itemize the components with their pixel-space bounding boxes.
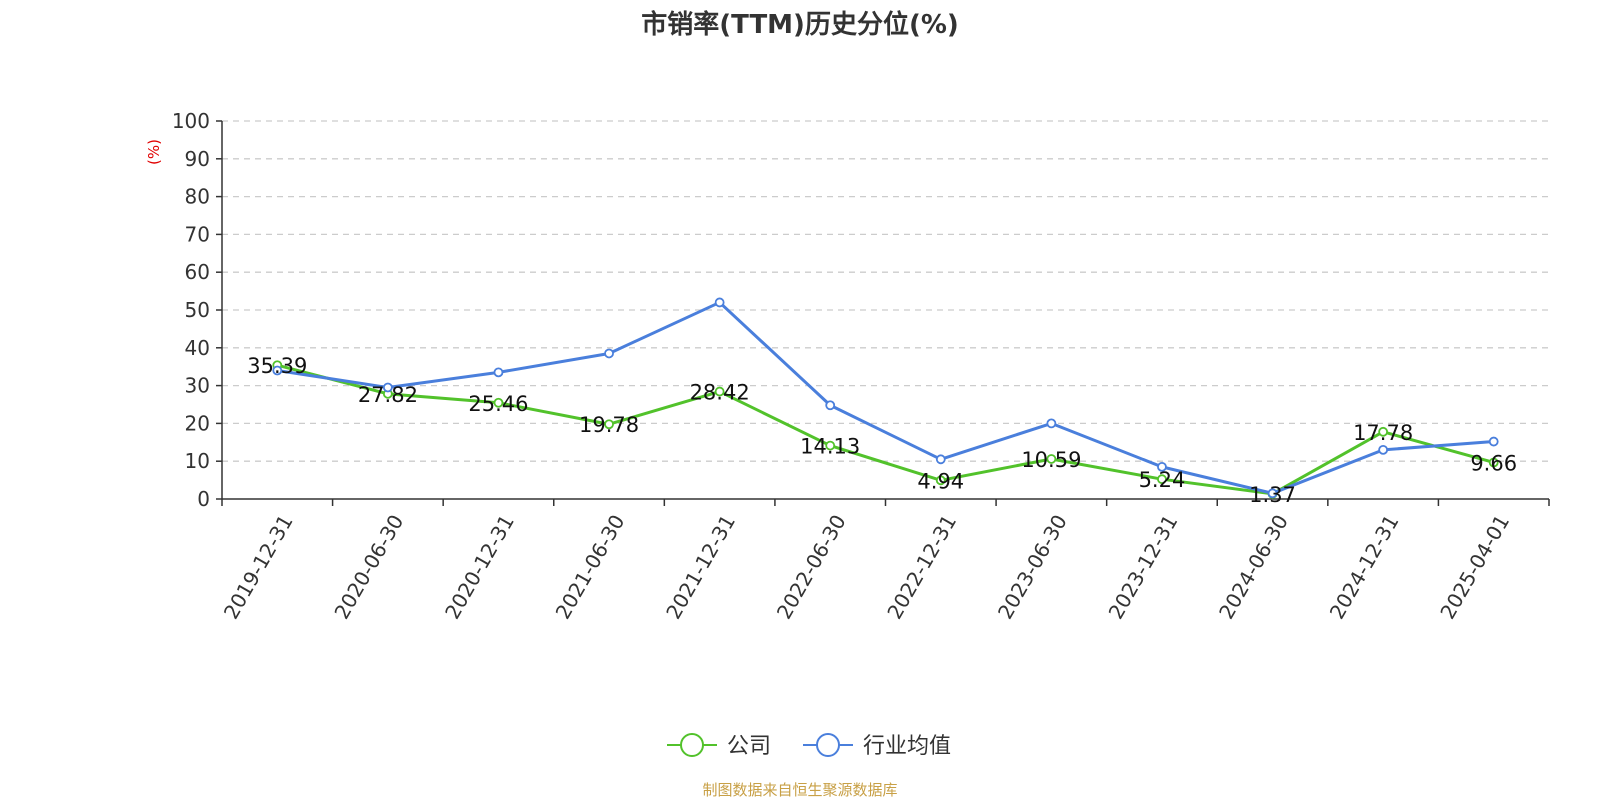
data-labels: 35.39 27.82 25.46 19.78 28.42 14.13 4.94 10.59 5… [247,354,1517,507]
data-label: 1.37 [1249,483,1296,507]
x-tick-label: 2019-12-31 [219,511,298,624]
x-tick-labels: 2019-12-31 2020-06-30 2020-12-31 2021-06-30… [219,511,1514,624]
data-point [1157,461,1167,472]
data-point [935,475,946,486]
data-label: 35.39 [247,354,307,378]
x-tick-label: 2025-04-01 [1435,511,1514,624]
y-tick-label: 60 [185,260,210,284]
data-point [935,454,946,465]
x-tick-label: 2021-12-31 [661,511,740,624]
y-tick-label: 100 [172,109,210,133]
legend-marker-icon [680,733,704,757]
data-point [604,348,614,359]
legend-item[interactable]: 公司 [667,733,771,759]
y-tick-label: 50 [185,298,210,322]
x-tick-label: 2023-06-30 [993,511,1072,624]
y-tick-label: 10 [185,449,210,473]
data-point [1046,454,1057,464]
y-tick-label: 30 [185,374,210,398]
legend: 公司 行业均值 [667,733,951,759]
y-tick-label: 90 [185,147,210,171]
x-tick-label: 2021-06-30 [551,511,630,624]
x-tick-label: 2024-12-31 [1325,511,1404,624]
x-tick-label: 2024-06-30 [1214,511,1293,624]
y-axis-label: (%) [145,139,163,165]
x-tick-label: 2022-06-30 [772,511,851,624]
data-point [493,397,504,408]
series-points [272,297,1499,499]
legend-marker-icon [816,733,840,757]
data-label: 5.24 [1139,468,1186,492]
data-source-note: 制图数据来自恒生聚源数据库 [702,781,898,799]
data-point [1378,426,1389,437]
data-point [714,386,725,397]
y-tick-label: 0 [197,487,210,511]
data-label: 19.78 [579,413,639,437]
data-point [493,367,504,378]
data-point [1046,418,1057,429]
data-label: 4.94 [917,469,964,493]
x-tick-label: 2020-12-31 [440,511,519,624]
data-point [382,382,393,393]
data-label: 28.42 [690,381,750,405]
data-point [1488,436,1499,447]
y-tick-label: 80 [185,185,210,209]
data-point [1157,474,1167,485]
data-point [1378,444,1389,455]
data-point [604,419,614,430]
series-line [276,363,1495,496]
axes [216,120,1550,506]
legend-item[interactable]: 行业均值 [803,733,951,759]
data-point [272,365,283,376]
data-label: 25.46 [468,392,528,416]
data-label: 14.13 [800,435,860,459]
y-tick-labels: 0 10 20 30 40 50 60 70 80 90 100 [172,109,210,511]
data-point [825,440,836,451]
data-point [714,297,725,308]
series-line [277,300,1494,495]
x-tick-label: 2022-12-31 [882,511,961,624]
y-tick-label: 20 [185,411,210,435]
legend-label: 行业均值 [863,734,951,759]
x-tick-label: 2020-06-30 [329,511,408,624]
data-label: 17.78 [1353,421,1413,445]
data-point [825,400,836,411]
grid-lines [222,120,1549,462]
data-label: 10.59 [1021,448,1081,472]
series-lines [276,300,1495,496]
y-tick-label: 70 [185,222,210,246]
data-point [1267,488,1278,499]
y-tick-label: 40 [185,336,210,360]
legend-label: 公司 [727,734,771,759]
data-label: 27.82 [358,383,418,407]
chart-title: 市销率(TTM)历史分位(%) [641,10,959,40]
data-point [1488,457,1499,468]
data-label: 9.66 [1470,451,1517,475]
x-tick-label: 2023-12-31 [1104,511,1183,624]
